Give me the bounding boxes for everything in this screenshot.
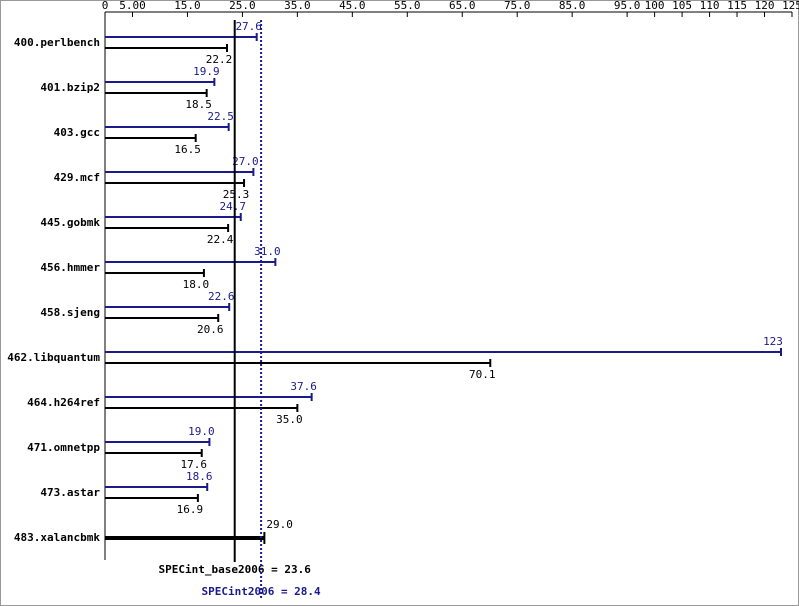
value-label: 18.0 (183, 278, 210, 291)
value-label: 27.0 (232, 155, 259, 168)
x-tick-label: 65.0 (449, 0, 476, 12)
x-tick-label: 85.0 (559, 0, 586, 12)
x-tick-label: 5.00 (119, 0, 146, 12)
category-label: 464.h264ref (27, 396, 100, 409)
x-tick-label: 110 (700, 0, 720, 12)
summary-label: SPECint2006 = 28.4 (201, 585, 321, 598)
value-label: 22.2 (206, 53, 233, 66)
x-tick-label: 115 (727, 0, 747, 12)
category-label: 429.mcf (54, 171, 100, 184)
category-label: 456.hmmer (40, 261, 100, 274)
category-label: 473.astar (40, 486, 100, 499)
x-tick-label: 15.0 (174, 0, 201, 12)
x-tick-label: 125 (782, 0, 799, 12)
x-tick-label: 25.0 (229, 0, 256, 12)
value-label: 18.6 (186, 470, 213, 483)
value-label: 22.4 (207, 233, 234, 246)
x-tick-label: 0 (102, 0, 109, 12)
x-tick-label: 45.0 (339, 0, 366, 12)
value-label: 17.6 (180, 458, 207, 471)
value-label: 37.6 (290, 380, 317, 393)
category-label: 483.xalancbmk (14, 531, 100, 544)
category-label: 462.libquantum (7, 351, 100, 364)
x-tick-label: 95.0 (614, 0, 641, 12)
value-label: 19.0 (188, 425, 215, 438)
category-label: 403.gcc (54, 126, 100, 139)
value-label: 20.6 (197, 323, 224, 336)
category-label: 445.gobmk (40, 216, 100, 229)
category-label: 400.perlbench (14, 36, 100, 49)
value-label: 24.7 (220, 200, 247, 213)
category-label: 458.sjeng (40, 306, 100, 319)
category-label: 471.omnetpp (27, 441, 100, 454)
category-label: 401.bzip2 (40, 81, 100, 94)
value-label: 70.1 (469, 368, 496, 381)
value-label: 22.6 (208, 290, 235, 303)
value-label: 19.9 (193, 65, 220, 78)
value-label: 16.5 (174, 143, 201, 156)
x-tick-label: 55.0 (394, 0, 421, 12)
value-label: 31.0 (254, 245, 281, 258)
value-label: 18.5 (185, 98, 212, 111)
value-label: 123 (763, 335, 783, 348)
value-label: 29.0 (266, 518, 293, 531)
x-tick-label: 105 (672, 0, 692, 12)
x-tick-label: 35.0 (284, 0, 311, 12)
value-label: 35.0 (276, 413, 303, 426)
x-tick-label: 100 (645, 0, 665, 12)
value-label: 27.6 (235, 20, 262, 33)
value-label: 22.5 (207, 110, 234, 123)
summary-label: SPECint_base2006 = 23.6 (159, 563, 312, 576)
value-label: 16.9 (177, 503, 204, 516)
x-tick-label: 75.0 (504, 0, 531, 12)
x-tick-label: 120 (755, 0, 775, 12)
value-label: 25.3 (223, 188, 250, 201)
